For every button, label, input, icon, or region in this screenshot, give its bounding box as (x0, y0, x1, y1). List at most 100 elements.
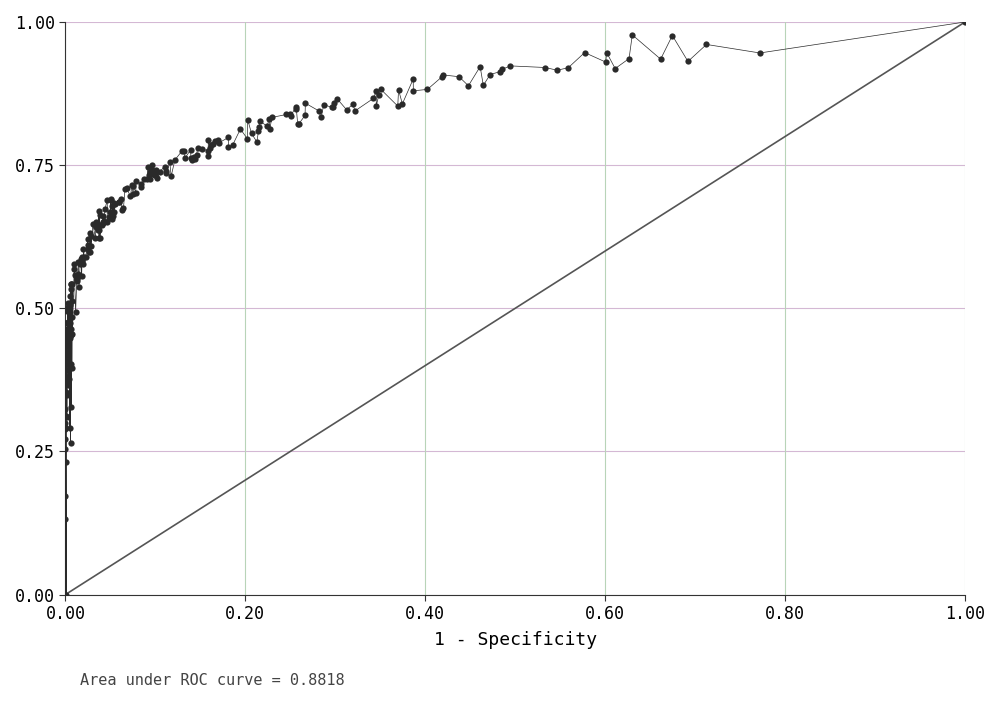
Point (57, 348, 73, 359)
Point (62, 317, 78, 328)
Point (80, 234, 96, 245)
Point (57, 411, 73, 422)
Point (64, 311, 80, 323)
Point (103, 212, 119, 224)
Point (57, 423, 73, 434)
Point (63, 279, 79, 290)
Point (91, 224, 107, 236)
Point (174, 146, 190, 157)
Point (482, 69, 498, 80)
Point (64, 329, 80, 340)
Point (313, 112, 329, 123)
Point (58, 387, 74, 398)
Point (146, 169, 162, 180)
Point (99, 194, 115, 205)
Point (97, 203, 113, 214)
Point (329, 93, 345, 104)
Point (57, 336, 73, 347)
Point (325, 101, 341, 112)
Point (560, 62, 576, 73)
Point (152, 166, 168, 177)
Point (163, 171, 179, 182)
Point (664, 30, 680, 41)
Point (76, 252, 92, 263)
Point (58, 325, 74, 336)
Point (61, 373, 77, 385)
Point (244, 128, 260, 139)
Point (102, 207, 118, 218)
Point (95, 217, 111, 228)
Point (111, 196, 127, 207)
Point (599, 47, 615, 58)
Point (158, 165, 174, 176)
Point (200, 134, 216, 146)
Point (283, 110, 299, 122)
Point (205, 138, 221, 150)
Point (60, 316, 76, 328)
Point (57, 443, 73, 454)
Point (316, 99, 332, 110)
Point (324, 102, 340, 113)
Point (69, 275, 85, 286)
Point (95, 210, 111, 221)
Point (278, 109, 294, 120)
Point (59, 305, 75, 316)
Point (460, 80, 476, 91)
Point (177, 153, 193, 164)
Point (66, 259, 82, 270)
Point (57, 417, 73, 428)
Point (57, 589, 73, 600)
Point (59, 349, 75, 360)
Point (73, 254, 89, 265)
X-axis label: 1 - Specificity: 1 - Specificity (434, 631, 597, 650)
Point (117, 184, 133, 195)
Point (92, 209, 108, 221)
Point (492, 66, 508, 77)
Point (365, 93, 381, 104)
Point (64, 278, 80, 290)
Point (326, 97, 342, 108)
Point (63, 283, 79, 295)
Point (144, 164, 160, 175)
Point (142, 174, 158, 185)
Point (128, 175, 144, 186)
Point (60, 297, 76, 309)
Point (202, 143, 218, 154)
Point (64, 362, 80, 373)
Point (57, 422, 73, 433)
Point (368, 101, 384, 112)
Point (57, 404, 73, 415)
Point (147, 169, 163, 181)
Point (167, 155, 183, 166)
Point (187, 154, 203, 165)
Point (71, 270, 87, 281)
Point (232, 124, 248, 135)
Point (190, 143, 206, 154)
Point (62, 423, 78, 434)
Point (63, 329, 79, 340)
Point (67, 269, 83, 280)
Point (58, 456, 74, 467)
Point (82, 227, 98, 238)
Point (220, 141, 236, 153)
Point (288, 102, 304, 113)
Point (57, 335, 73, 346)
Point (194, 143, 210, 155)
Point (251, 122, 267, 133)
Point (87, 233, 103, 244)
Point (158, 167, 174, 179)
Point (104, 213, 120, 224)
Point (95, 217, 111, 228)
Point (183, 153, 199, 164)
Point (347, 105, 363, 117)
Point (249, 136, 265, 148)
Point (57, 513, 73, 524)
Point (119, 182, 135, 193)
Point (74, 252, 90, 263)
Point (259, 121, 275, 132)
Point (264, 112, 280, 123)
Point (186, 151, 202, 162)
Point (200, 150, 216, 162)
Point (62, 299, 78, 310)
Point (57, 359, 73, 370)
